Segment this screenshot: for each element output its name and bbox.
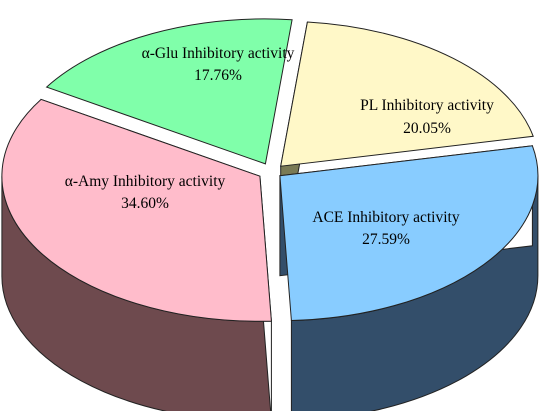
value-ace: 27.59% — [362, 231, 410, 248]
slice-ace — [279, 145, 539, 322]
slice-alpha-glu — [45, 18, 293, 165]
label-alpha-amy: α-Amy Inhibitory activity — [65, 173, 226, 190]
label-alpha-glu: α-Glu Inhibitory activity — [142, 45, 295, 62]
value-pl: 20.05% — [403, 120, 451, 137]
label-ace: ACE Inhibitory activity — [312, 209, 459, 226]
value-alpha-glu: 17.76% — [194, 67, 242, 84]
slice-alpha-amy — [1, 98, 272, 322]
label-pl: PL Inhibitory activity — [360, 97, 494, 114]
value-alpha-amy: 34.60% — [121, 195, 169, 212]
slice-pl — [280, 21, 534, 167]
